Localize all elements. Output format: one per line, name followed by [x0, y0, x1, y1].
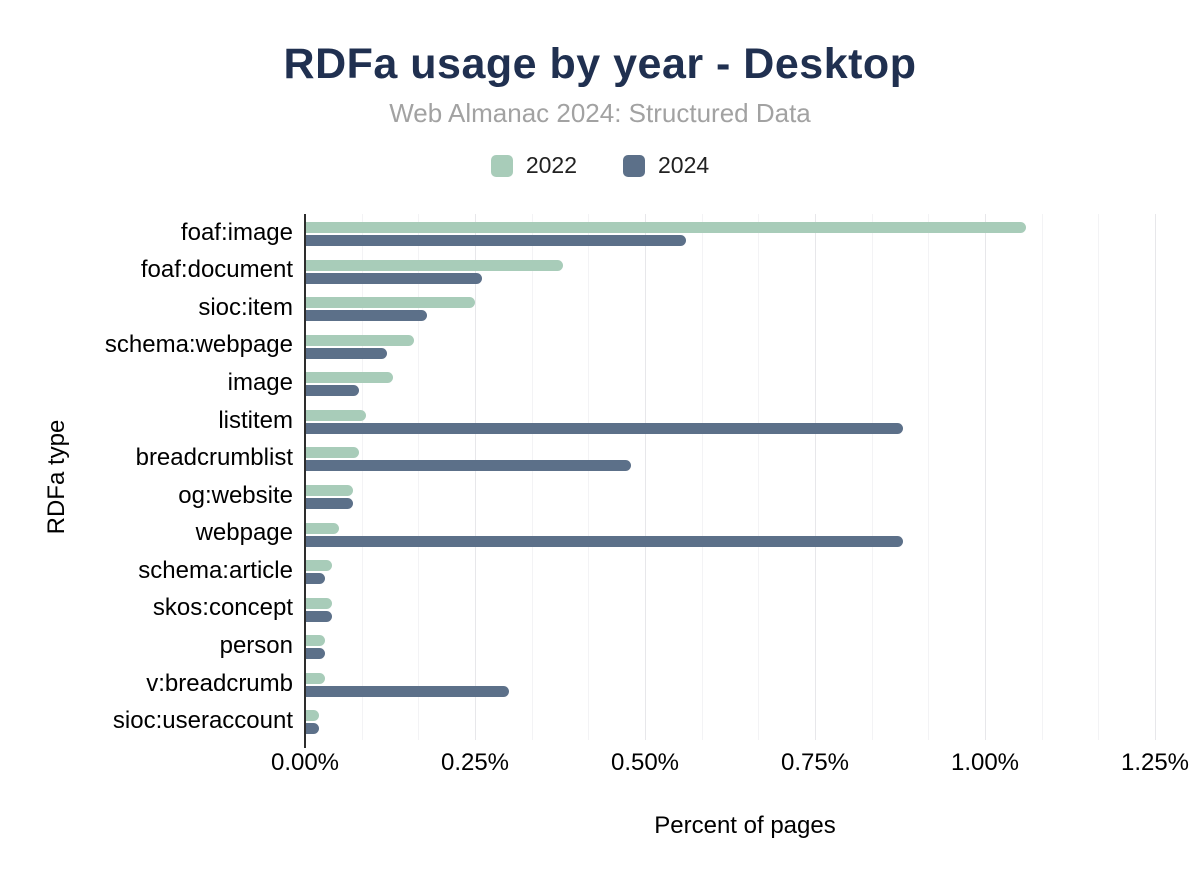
bar-2024-listitem[interactable]	[305, 422, 904, 434]
y-label-og:website: og:website	[178, 481, 293, 509]
y-label-breadcrumblist: breadcrumblist	[135, 444, 293, 472]
bar-2024-skos:concept[interactable]	[305, 610, 333, 622]
bar-2024-breadcrumblist[interactable]	[305, 460, 632, 472]
legend-label-2022: 2022	[525, 152, 577, 178]
x-tick-1.00%: 1.00%	[950, 749, 1020, 776]
legend: 2022 2024	[0, 152, 1200, 179]
bar-2022-foaf:image[interactable]	[305, 222, 1026, 233]
y-label-skos:concept: skos:concept	[152, 594, 293, 622]
y-label-schema:article: schema:article	[138, 556, 293, 584]
legend-label-2024: 2024	[658, 152, 710, 178]
gridline-minor	[871, 214, 873, 740]
y-label-v:breadcrumb: v:breadcrumb	[146, 669, 293, 697]
legend-item-2022[interactable]: 2022	[490, 152, 577, 179]
y-label-listitem: listitem	[218, 406, 293, 434]
bar-2024-foaf:document[interactable]	[305, 272, 482, 284]
y-label-foaf:document: foaf:document	[140, 256, 293, 284]
bar-2022-schema:article[interactable]	[305, 560, 333, 572]
bar-2022-listitem[interactable]	[305, 409, 367, 421]
gridline-minor	[758, 214, 760, 740]
x-tick-0.25%: 0.25%	[440, 749, 510, 776]
y-label-webpage: webpage	[195, 519, 293, 547]
y-label-image: image	[227, 369, 293, 397]
bar-2022-sioc:useraccount[interactable]	[305, 710, 319, 722]
gridline-minor	[928, 214, 930, 740]
gridline-minor	[531, 214, 533, 740]
bar-2022-og:website[interactable]	[305, 485, 353, 496]
chart-title: RDFa usage by year - Desktop	[283, 40, 917, 88]
x-tick-0.50%: 0.50%	[610, 749, 680, 776]
bar-2022-breadcrumblist[interactable]	[305, 447, 360, 459]
bar-2024-sioc:item[interactable]	[305, 310, 428, 322]
bar-2024-og:website[interactable]	[305, 498, 353, 509]
gridline-major	[645, 214, 646, 740]
bar-2024-schema:webpage[interactable]	[305, 347, 387, 359]
bar-2022-webpage[interactable]	[305, 522, 339, 534]
x-tick-0.00%: 0.00%	[270, 749, 340, 776]
gridline-major	[1155, 214, 1156, 740]
y-label-foaf:image: foaf:image	[180, 218, 293, 246]
gridline-minor	[418, 214, 420, 740]
gridline-minor	[1041, 214, 1043, 740]
gridline-major	[815, 214, 816, 740]
bar-2022-person[interactable]	[305, 635, 326, 647]
bar-2022-skos:concept[interactable]	[305, 597, 333, 609]
gridline-minor	[361, 214, 363, 740]
legend-swatch-2024	[623, 154, 645, 177]
gridline-minor	[1098, 214, 1100, 740]
y-label-schema:webpage: schema:webpage	[104, 331, 293, 359]
gridline-major	[985, 214, 986, 740]
y-label-sioc:useraccount: sioc:useraccount	[112, 707, 293, 735]
x-axis-title: Percent of pages	[654, 812, 836, 839]
bar-2022-foaf:document[interactable]	[305, 259, 564, 271]
bar-2022-image[interactable]	[305, 372, 394, 384]
bar-2024-foaf:image[interactable]	[305, 235, 686, 246]
gridline-minor	[588, 214, 590, 740]
bar-2022-sioc:item[interactable]	[305, 297, 475, 309]
chart-subtitle: Web Almanac 2024: Structured Data	[389, 98, 811, 128]
bar-2022-v:breadcrumb[interactable]	[305, 672, 326, 684]
bar-2024-sioc:useraccount[interactable]	[305, 723, 319, 735]
x-axis-ticks: 0.00% 0.25% 0.50% 0.75% 1.00% 1.25%	[0, 749, 1200, 777]
bar-2024-person[interactable]	[305, 648, 326, 660]
bar-2024-schema:article[interactable]	[305, 573, 326, 585]
x-tick-1.25%: 1.25%	[1120, 749, 1190, 776]
plot-area	[305, 214, 1185, 740]
gridline-major	[475, 214, 476, 740]
x-tick-0.75%: 0.75%	[780, 749, 850, 776]
x-axis-baseline	[304, 214, 306, 748]
legend-item-2024[interactable]: 2024	[623, 152, 709, 179]
bar-2024-image[interactable]	[305, 385, 360, 397]
bar-2024-webpage[interactable]	[305, 535, 904, 547]
bar-2024-v:breadcrumb[interactable]	[305, 685, 509, 697]
y-label-person: person	[219, 632, 293, 660]
y-label-sioc:item: sioc:item	[198, 293, 293, 321]
legend-swatch-2022	[490, 154, 513, 177]
bar-2022-schema:webpage[interactable]	[305, 334, 414, 346]
gridline-minor	[701, 214, 703, 740]
